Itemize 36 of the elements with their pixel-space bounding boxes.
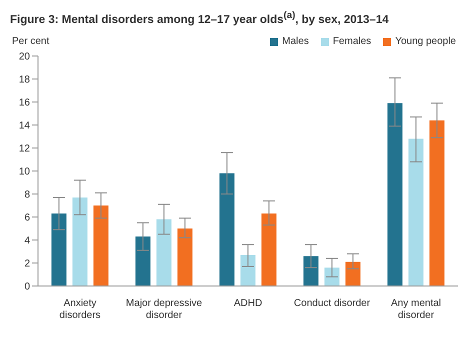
- bar: [408, 138, 424, 286]
- y-tick-label: 20: [18, 51, 30, 62]
- y-tick-label: 2: [24, 258, 30, 270]
- legend-label: Young people: [394, 36, 456, 47]
- chart-title: Figure 3: Mental disorders among 12–17 year olds$^{(a)}$, by sex, 2013–14: [9, 9, 390, 26]
- bar: [429, 120, 444, 286]
- x-tick-label: Major depressive disorder: [126, 298, 203, 321]
- y-tick-label: 14: [18, 120, 30, 132]
- y-tick-label: 16: [18, 97, 30, 108]
- bar: [51, 213, 66, 286]
- bar: [345, 262, 360, 286]
- bar: [93, 205, 108, 286]
- y-tick-label: 8: [24, 189, 30, 200]
- y-tick-label: 18: [18, 74, 30, 86]
- bar: [72, 197, 88, 286]
- bar: [177, 228, 192, 286]
- legend-label: Males: [281, 36, 309, 47]
- bar: [240, 254, 256, 286]
- legend-label: Females: [332, 36, 372, 47]
- bar: [261, 213, 276, 286]
- y-tick-label: 4: [24, 235, 30, 246]
- y-tick-label: 6: [24, 212, 30, 224]
- bar: [303, 256, 318, 286]
- bar: [387, 102, 402, 286]
- y-tick-label: 0: [24, 281, 30, 292]
- y-tick-label: 12: [18, 143, 30, 154]
- y-axis-title: Per cent: [12, 36, 50, 47]
- x-tick-label: Conduct disorder: [294, 298, 371, 309]
- y-tick-label: 10: [18, 166, 30, 178]
- x-tick-label: Anxiety disorders: [59, 298, 101, 321]
- bar: [135, 236, 150, 286]
- x-tick-label: ADHD: [234, 298, 262, 309]
- bar: [156, 219, 172, 286]
- bar: [219, 173, 234, 286]
- x-tick-label: Any mental disorder: [390, 298, 442, 321]
- bar: [324, 267, 340, 286]
